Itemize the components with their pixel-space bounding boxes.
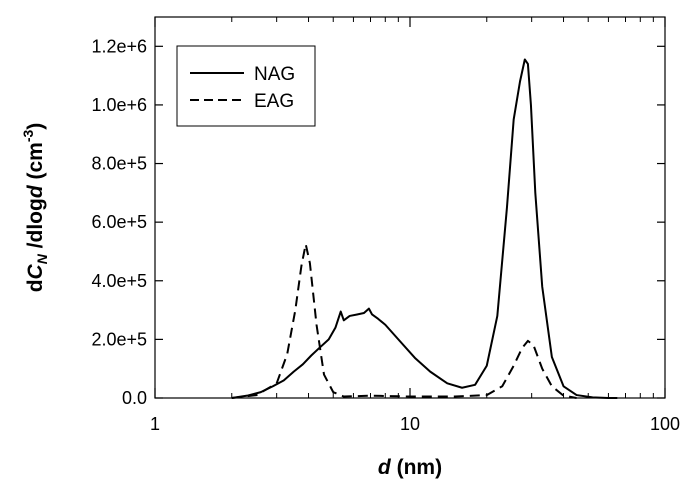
y-tick-label: 0.0: [122, 388, 147, 408]
legend-label-nag: NAG: [254, 64, 295, 85]
x-axis-title-var: d: [378, 456, 392, 479]
x-tick-label: 10: [400, 414, 420, 434]
series-line-nag: [231, 58, 618, 399]
y-tick-label: 4.0e+5: [91, 271, 147, 291]
y-axis-title-d: d: [24, 279, 47, 292]
y-axis-title-c: C: [24, 263, 47, 279]
series-line-eag: [231, 243, 577, 399]
x-axis-title: d (nm): [378, 456, 442, 479]
legend-box: [176, 45, 316, 127]
ticks-layer: 1 10 100 0.0 2.0e+5 4.0e+5 6.0e+5 8.0e+5 1.0e+6 1…: [91, 17, 680, 434]
legend: NAG EAG: [176, 45, 316, 127]
y-axis-title-sub: N: [34, 253, 50, 264]
y-tick-label: 1.2e+6: [91, 36, 147, 56]
y-tick-label: 2.0e+5: [91, 329, 147, 349]
y-tick-label: 8.0e+5: [91, 154, 147, 174]
series-layer: [231, 58, 618, 399]
y-tick-label: 6.0e+5: [91, 212, 147, 232]
x-tick-label: 1: [150, 414, 160, 434]
y-axis-title-d2: d: [24, 184, 47, 198]
y-axis-title-unit: (cm: [24, 142, 47, 185]
x-tick-label: 100: [650, 414, 680, 434]
y-tick-label: 1.0e+6: [91, 95, 147, 115]
y-axis-title-sup: -3: [20, 129, 36, 142]
y-axis-title-dlog: /dlog: [24, 198, 47, 254]
plot-frame: [154, 16, 666, 399]
x-axis-title-unit: (nm): [391, 456, 442, 479]
y-axis-title-close: ): [24, 123, 47, 130]
y-axis-title: dCN /dlogd (cm-3): [20, 123, 50, 293]
legend-label-eag: EAG: [254, 91, 294, 112]
